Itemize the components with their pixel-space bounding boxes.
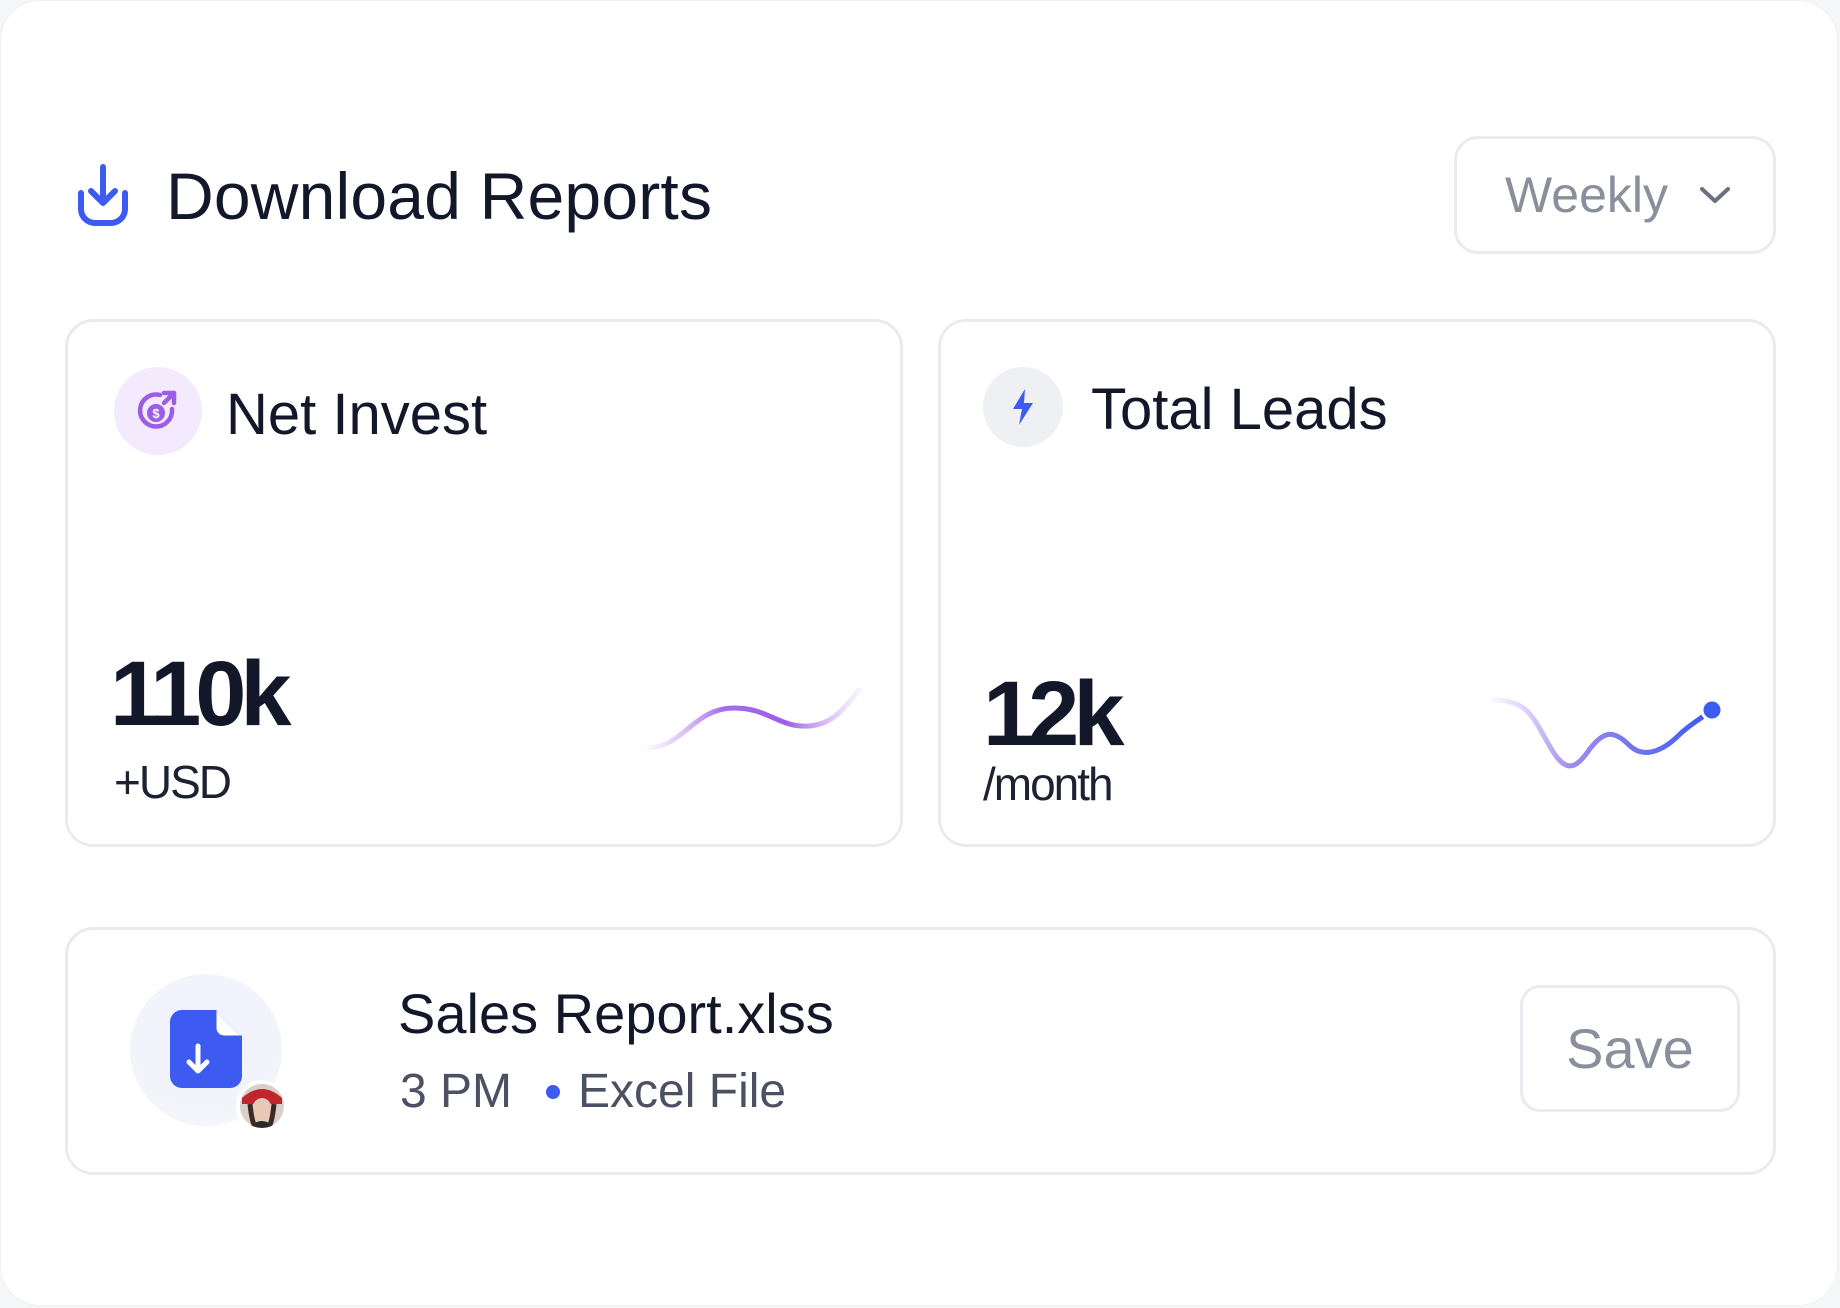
file-type: Excel File [578,1065,787,1118]
net-invest-icon-badge: $ [114,367,202,455]
download-icon [78,164,128,226]
net-invest-title: Net Invest [226,382,488,447]
file-time: 3 PM [400,1065,513,1118]
file-list-item[interactable]: Sales Report.xlss 3 PM Excel File Save [65,927,1776,1175]
chevron-down-icon [1700,187,1730,203]
total-leads-title: Total Leads [1091,377,1388,442]
file-download-icon [170,1010,242,1088]
total-leads-unit: /month [983,758,1114,810]
period-dropdown[interactable]: Weekly [1454,136,1776,254]
total-leads-sparkline [1491,697,1724,769]
total-leads-card: Total Leads 12k /month [938,319,1776,847]
net-invest-sparkline [646,687,862,751]
net-invest-card: $ Net Invest 110k +USD [65,319,903,847]
net-invest-value: 110k [110,643,292,745]
avatar [236,1080,288,1132]
separator-dot [546,1085,561,1099]
total-leads-value: 12k [983,663,1124,765]
file-name: Sales Report.xlss [398,982,834,1045]
save-button[interactable]: Save [1520,985,1740,1112]
page-title: Download Reports [166,159,713,233]
file-meta: 3 PM Excel File [400,1062,786,1122]
svg-text:$: $ [152,406,160,421]
lightning-icon [1013,389,1033,425]
dollar-growth-icon: $ [137,390,177,429]
period-dropdown-value: Weekly [1505,167,1669,223]
net-invest-unit: +USD [114,756,232,808]
total-leads-icon-badge [983,367,1063,447]
